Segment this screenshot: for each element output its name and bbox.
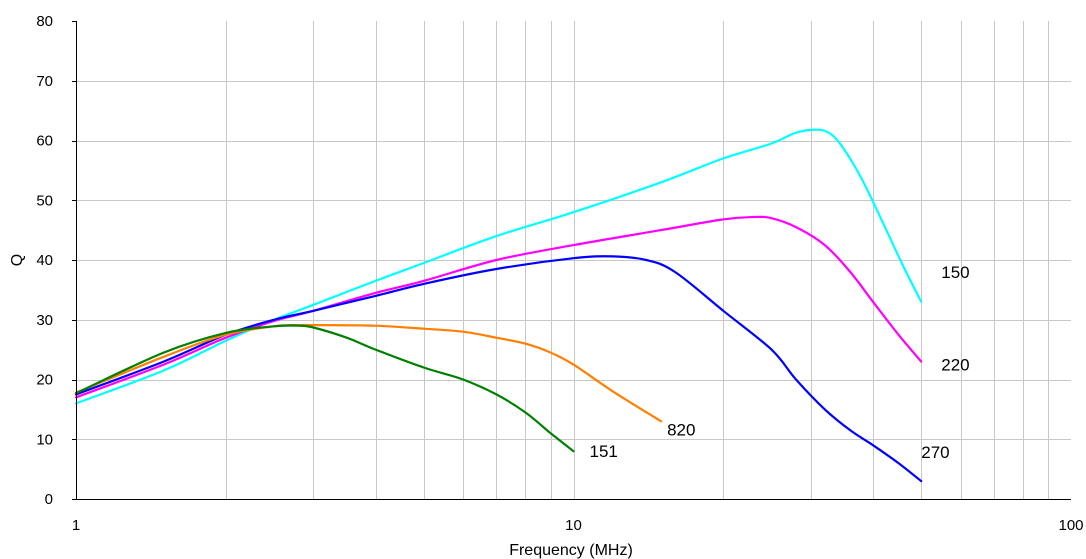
y-tick-label: 60 xyxy=(36,133,53,150)
y-tick-label: 10 xyxy=(36,431,53,448)
series-label-820: 820 xyxy=(667,420,695,439)
series-line-270 xyxy=(74,255,923,483)
y-axis-title: Q xyxy=(9,254,26,266)
plot-frame xyxy=(72,21,1071,500)
y-tick-label: 80 xyxy=(36,13,53,30)
series-end-labels: 150 220 270 820 151 xyxy=(590,263,970,462)
series-label-220: 220 xyxy=(941,356,969,375)
x-tick-label: 1 xyxy=(72,517,80,534)
series-label-151: 151 xyxy=(590,442,618,461)
series-line-820 xyxy=(74,323,663,423)
series-line-151 xyxy=(74,324,575,453)
x-tick-label: 100 xyxy=(1058,517,1083,534)
y-tick-label: 70 xyxy=(36,73,53,90)
y-tick-label: 20 xyxy=(36,372,53,389)
series-label-150: 150 xyxy=(941,263,969,282)
series-lines xyxy=(74,128,923,483)
x-axis-title: Frequency (MHz) xyxy=(509,542,633,559)
y-tick-label: 50 xyxy=(36,192,53,209)
series-label-270: 270 xyxy=(921,443,949,462)
series-line-150 xyxy=(74,128,923,405)
series-line-220 xyxy=(74,215,923,399)
y-tick-label: 0 xyxy=(45,491,53,508)
x-tick-label: 10 xyxy=(565,517,582,534)
y-tick-label: 30 xyxy=(36,312,53,329)
grid xyxy=(76,21,1071,499)
tick-labels: 0 10 20 30 40 50 60 70 80 1 10 100 xyxy=(36,13,1083,534)
y-tick-label: 40 xyxy=(36,252,53,269)
